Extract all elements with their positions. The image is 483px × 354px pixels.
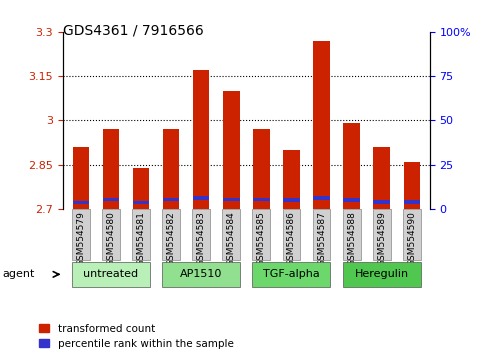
- Bar: [193, 196, 210, 200]
- Bar: [283, 198, 300, 202]
- Text: GSM554583: GSM554583: [197, 211, 206, 266]
- Bar: [373, 200, 390, 204]
- Bar: [403, 200, 420, 204]
- Text: AP1510: AP1510: [180, 269, 222, 279]
- Bar: [103, 198, 119, 201]
- Bar: [253, 198, 270, 201]
- Text: Heregulin: Heregulin: [355, 269, 409, 279]
- Text: GDS4361 / 7916566: GDS4361 / 7916566: [63, 23, 203, 37]
- Bar: [313, 196, 330, 200]
- Bar: [193, 70, 210, 209]
- Text: agent: agent: [2, 269, 35, 279]
- Bar: [163, 129, 179, 209]
- Text: GSM554585: GSM554585: [257, 211, 266, 266]
- Bar: [103, 129, 119, 209]
- Bar: [133, 201, 149, 205]
- Bar: [343, 262, 421, 287]
- Bar: [72, 209, 90, 260]
- Text: GSM554589: GSM554589: [377, 211, 386, 266]
- Bar: [132, 209, 150, 260]
- Bar: [313, 209, 330, 260]
- Text: GSM554584: GSM554584: [227, 211, 236, 266]
- Text: TGF-alpha: TGF-alpha: [263, 269, 320, 279]
- Bar: [403, 209, 421, 260]
- Bar: [192, 209, 210, 260]
- Text: GSM554580: GSM554580: [106, 211, 115, 266]
- Bar: [343, 209, 360, 260]
- Bar: [403, 162, 420, 209]
- Bar: [373, 209, 391, 260]
- Text: GSM554587: GSM554587: [317, 211, 326, 266]
- Bar: [102, 209, 120, 260]
- Bar: [283, 150, 300, 209]
- Bar: [253, 209, 270, 260]
- Legend: transformed count, percentile rank within the sample: transformed count, percentile rank withi…: [39, 324, 234, 349]
- Bar: [163, 198, 179, 201]
- Bar: [253, 262, 330, 287]
- Bar: [343, 198, 360, 202]
- Bar: [133, 167, 149, 209]
- Bar: [162, 209, 180, 260]
- Text: GSM554581: GSM554581: [137, 211, 145, 266]
- Bar: [373, 147, 390, 209]
- Text: GSM554590: GSM554590: [407, 211, 416, 266]
- Bar: [283, 209, 300, 260]
- Text: GSM554579: GSM554579: [76, 211, 85, 266]
- Text: untreated: untreated: [84, 269, 139, 279]
- Text: GSM554582: GSM554582: [167, 211, 176, 266]
- Bar: [72, 147, 89, 209]
- Bar: [222, 209, 240, 260]
- Text: GSM554588: GSM554588: [347, 211, 356, 266]
- Bar: [72, 262, 150, 287]
- Bar: [313, 41, 330, 209]
- Bar: [223, 198, 240, 201]
- Bar: [253, 129, 270, 209]
- Bar: [72, 201, 89, 205]
- Bar: [162, 262, 240, 287]
- Bar: [343, 123, 360, 209]
- Bar: [223, 91, 240, 209]
- Text: GSM554586: GSM554586: [287, 211, 296, 266]
